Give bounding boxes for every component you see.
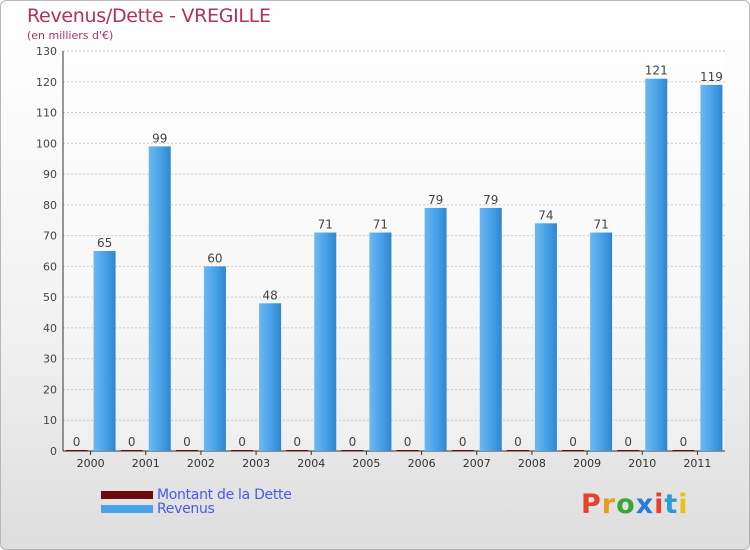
bar-dette — [451, 450, 474, 451]
data-label-revenus: 121 — [645, 64, 668, 78]
bar-revenus — [424, 207, 447, 451]
bar-dette — [120, 450, 143, 451]
data-label-dette: 0 — [459, 435, 467, 449]
bar-revenus — [590, 232, 613, 451]
bar-dette — [506, 450, 529, 451]
y-tick-label: 20 — [43, 383, 57, 396]
logo-letter: t — [664, 489, 679, 520]
bar-dette — [286, 450, 309, 451]
logo-letter: r — [601, 489, 617, 520]
bar-dette — [65, 450, 88, 451]
bar-dette — [562, 450, 585, 451]
y-tick-label: 0 — [50, 445, 57, 458]
bar-revenus — [314, 232, 337, 451]
x-tick-label: 2004 — [297, 457, 325, 470]
x-tick-label: 2008 — [518, 457, 546, 470]
x-tick-label: 2010 — [628, 457, 656, 470]
bar-revenus — [369, 232, 392, 451]
bar-dette — [341, 450, 364, 451]
data-label-dette: 0 — [514, 435, 522, 449]
data-label-revenus: 74 — [538, 208, 553, 222]
logo-letter: i — [678, 489, 689, 520]
legend-label-revenus: Revenus — [157, 501, 215, 517]
y-tick-label: 60 — [43, 260, 57, 273]
bar-revenus — [259, 303, 282, 451]
bar-revenus — [700, 84, 723, 451]
data-label-dette: 0 — [624, 435, 632, 449]
data-label-revenus: 79 — [483, 193, 498, 207]
data-label-dette: 0 — [183, 435, 191, 449]
data-label-dette: 0 — [569, 435, 577, 449]
data-label-revenus: 71 — [593, 218, 608, 232]
logo-letter: P — [581, 489, 602, 520]
bar-revenus — [148, 146, 171, 451]
x-tick-label: 2007 — [463, 457, 491, 470]
logo-letter: i — [654, 489, 665, 520]
bar-revenus — [93, 251, 116, 451]
logo-letter: x — [635, 489, 655, 520]
x-tick-label: 2001 — [132, 457, 160, 470]
y-tick-label: 110 — [36, 107, 57, 120]
bar-dette — [175, 450, 198, 451]
y-tick-label: 90 — [43, 168, 57, 181]
x-tick-label: 2009 — [573, 457, 601, 470]
bar-dette — [396, 450, 419, 451]
data-label-revenus: 71 — [373, 218, 388, 232]
data-label-revenus: 119 — [700, 70, 723, 84]
legend-item-dette: Montant de la Dette — [101, 487, 292, 503]
y-tick-label: 70 — [43, 230, 57, 243]
plot-area — [63, 51, 725, 451]
x-tick-label: 2003 — [242, 457, 270, 470]
y-tick-label: 30 — [43, 353, 57, 366]
data-label-dette: 0 — [680, 435, 688, 449]
bar-revenus — [645, 78, 668, 451]
data-label-revenus: 60 — [207, 251, 222, 265]
y-tick-label: 10 — [43, 414, 57, 427]
legend-swatch-revenus — [101, 505, 153, 513]
legend-swatch-dette — [101, 491, 153, 499]
bar-dette — [617, 450, 640, 451]
x-tick-label: 2000 — [77, 457, 105, 470]
legend-label-dette: Montant de la Dette — [157, 487, 292, 503]
y-tick-label: 80 — [43, 199, 57, 212]
chart-subtitle: (en milliers d'€) — [27, 29, 114, 42]
chart-title: Revenus/Dette - VREGILLE — [27, 5, 271, 27]
bar-dette — [231, 450, 254, 451]
y-tick-label: 50 — [43, 291, 57, 304]
data-label-revenus: 48 — [262, 288, 277, 302]
bar-revenus — [534, 223, 557, 451]
data-label-dette: 0 — [128, 435, 136, 449]
bar-dette — [672, 450, 695, 451]
data-label-dette: 0 — [293, 435, 301, 449]
y-tick-label: 120 — [36, 76, 57, 89]
x-tick-label: 2002 — [187, 457, 215, 470]
bar-revenus — [479, 207, 502, 451]
bar-revenus — [203, 266, 226, 451]
data-label-dette: 0 — [404, 435, 412, 449]
data-label-revenus: 65 — [97, 236, 112, 250]
x-tick-label: 2011 — [683, 457, 711, 470]
y-tick-label: 100 — [36, 137, 57, 150]
data-label-dette: 0 — [238, 435, 246, 449]
y-tick-label: 40 — [43, 322, 57, 335]
data-label-dette: 0 — [349, 435, 357, 449]
logo-letter: o — [616, 489, 636, 520]
proxiti-logo: Proxiti — [581, 489, 689, 520]
x-tick-label: 2006 — [408, 457, 436, 470]
legend-item-revenus: Revenus — [101, 501, 215, 517]
data-label-revenus: 79 — [428, 193, 443, 207]
x-tick-label: 2005 — [352, 457, 380, 470]
data-label-revenus: 71 — [318, 218, 333, 232]
y-tick-label: 130 — [36, 45, 57, 58]
data-label-dette: 0 — [73, 435, 81, 449]
data-label-revenus: 99 — [152, 131, 167, 145]
